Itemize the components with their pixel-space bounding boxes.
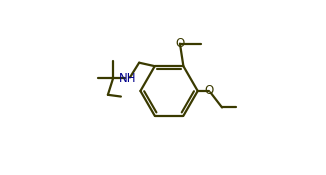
Text: O: O [204, 85, 214, 97]
Text: O: O [175, 37, 185, 50]
Text: NH: NH [119, 72, 137, 85]
